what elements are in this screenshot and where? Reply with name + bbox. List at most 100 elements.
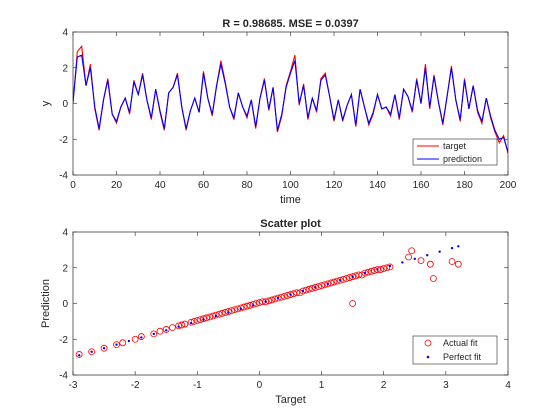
y-tick-label: 0 bbox=[62, 299, 68, 310]
actual-fit-point bbox=[280, 292, 288, 300]
perfect-fit-point bbox=[140, 336, 143, 339]
actual-fit-point bbox=[262, 298, 270, 306]
chart-title: R = 0.98685. MSE = 0.0397 bbox=[222, 18, 358, 30]
actual-fit-point bbox=[206, 313, 214, 321]
x-tick-label: 2 bbox=[381, 380, 387, 391]
perfect-fit-point bbox=[314, 286, 317, 289]
x-tick-label: 100 bbox=[282, 180, 299, 191]
perfect-fit-point bbox=[239, 307, 242, 311]
perfect-fit-point bbox=[264, 300, 267, 303]
axes-frame bbox=[72, 231, 509, 376]
legend-box bbox=[412, 335, 498, 365]
perfect-fit-point bbox=[165, 329, 168, 332]
y-tick-label: 2 bbox=[62, 263, 68, 274]
actual-fit-point bbox=[137, 333, 145, 340]
actual-fit-point bbox=[318, 282, 325, 290]
actual-fit-point bbox=[361, 269, 369, 277]
legend: Actual fit Perfect fit bbox=[412, 335, 498, 365]
legend-marker-actual bbox=[424, 339, 432, 347]
actual-fit-point bbox=[228, 307, 235, 315]
y-tick-label: -2 bbox=[59, 135, 68, 146]
actual-fit-point bbox=[193, 317, 201, 324]
x-tick-label: 160 bbox=[413, 180, 430, 191]
x-tick-label: 1 bbox=[319, 380, 325, 391]
x-tick-label: 120 bbox=[326, 180, 343, 191]
x-axis-label: time bbox=[280, 194, 301, 206]
actual-fit-point bbox=[417, 257, 425, 265]
perfect-fit-point bbox=[127, 339, 131, 343]
data-layer bbox=[73, 44, 508, 154]
perfect-fit-point bbox=[457, 245, 460, 248]
actual-fit-point bbox=[88, 348, 96, 356]
actual-fit-point bbox=[336, 276, 344, 284]
legend-label: prediction bbox=[443, 154, 482, 164]
perfect-fit-point bbox=[450, 246, 454, 250]
chart-title: Scatter plot bbox=[260, 218, 321, 230]
perfect-fit-point bbox=[401, 261, 404, 264]
actual-fit-point bbox=[299, 287, 307, 295]
actual-fit-point bbox=[175, 322, 183, 330]
perfect-fit-point bbox=[78, 354, 81, 357]
perfect-fit-point bbox=[189, 321, 193, 325]
legend-marker-perfect bbox=[426, 355, 430, 359]
actual-fit-point bbox=[448, 258, 456, 265]
y-axis-label: y bbox=[40, 100, 52, 106]
perfect-fit-point bbox=[152, 332, 155, 336]
perfect-fit-point bbox=[413, 257, 416, 261]
x-tick-label: 80 bbox=[241, 180, 253, 191]
actual-fit-point bbox=[240, 303, 248, 311]
y-tick-label: -2 bbox=[59, 335, 68, 346]
legend: target prediction bbox=[412, 138, 498, 166]
actual-fit-point bbox=[383, 264, 391, 272]
y-tick-label: 0 bbox=[62, 99, 68, 110]
x-tick-label: 200 bbox=[500, 180, 517, 191]
x-tick-label: 0 bbox=[70, 180, 76, 191]
x-tick-label: 60 bbox=[198, 180, 210, 191]
x-tick-label: 20 bbox=[111, 180, 123, 191]
axes-frame bbox=[72, 31, 509, 176]
y-tick-label: 4 bbox=[62, 228, 68, 239]
perfect-fit-point bbox=[339, 279, 342, 282]
y-tick-label: 2 bbox=[62, 63, 68, 74]
actual-fit-point bbox=[156, 327, 164, 335]
y-tick-label: 4 bbox=[62, 28, 68, 39]
actual-fit-point bbox=[293, 289, 301, 297]
actual-fit-point bbox=[430, 275, 437, 282]
actual-fit-point bbox=[249, 300, 257, 308]
x-tick-label: 180 bbox=[456, 180, 473, 191]
actual-fit-point bbox=[330, 278, 338, 286]
actual-fit-point bbox=[355, 271, 363, 279]
actual-fit-point bbox=[426, 260, 434, 268]
actual-fit-point bbox=[150, 330, 158, 338]
x-tick-label: 140 bbox=[369, 180, 386, 191]
perfect-fit-point bbox=[276, 296, 280, 300]
y-tick-label: -4 bbox=[59, 371, 68, 382]
perfect-fit-point bbox=[376, 268, 379, 271]
actual-fit-point bbox=[178, 321, 186, 329]
actual-fit-point bbox=[187, 318, 195, 326]
data-layer bbox=[75, 245, 462, 358]
actual-fit-point bbox=[305, 285, 313, 293]
perfect-fit-point bbox=[214, 314, 218, 318]
actual-fit-point bbox=[454, 260, 462, 268]
actual-fit-point bbox=[212, 311, 220, 319]
x-tick-label: 40 bbox=[154, 180, 166, 191]
timeseries-chart: 0 20 40 60 80 100 120 140 160 180 200 -4 -2 0 2 4 R = 0.… bbox=[40, 18, 517, 206]
perfect-fit-point bbox=[289, 293, 292, 296]
perfect-fit-point bbox=[426, 254, 429, 257]
legend-box bbox=[412, 138, 498, 166]
y-axis-label: Prediction bbox=[40, 279, 52, 328]
perfect-fit-point bbox=[90, 350, 93, 353]
actual-fit-point bbox=[75, 351, 83, 358]
actual-fit-point bbox=[162, 326, 170, 333]
series-line-prediction bbox=[73, 54, 508, 152]
x-tick-label: -1 bbox=[193, 380, 202, 391]
actual-fit-point bbox=[113, 341, 120, 349]
actual-fit-point bbox=[131, 335, 139, 343]
perfect-fit-point bbox=[388, 264, 392, 268]
actual-fit-point bbox=[203, 314, 211, 322]
x-tick-label: 3 bbox=[443, 380, 449, 391]
x-tick-label: 0 bbox=[257, 380, 263, 391]
actual-fit-point bbox=[343, 275, 350, 282]
